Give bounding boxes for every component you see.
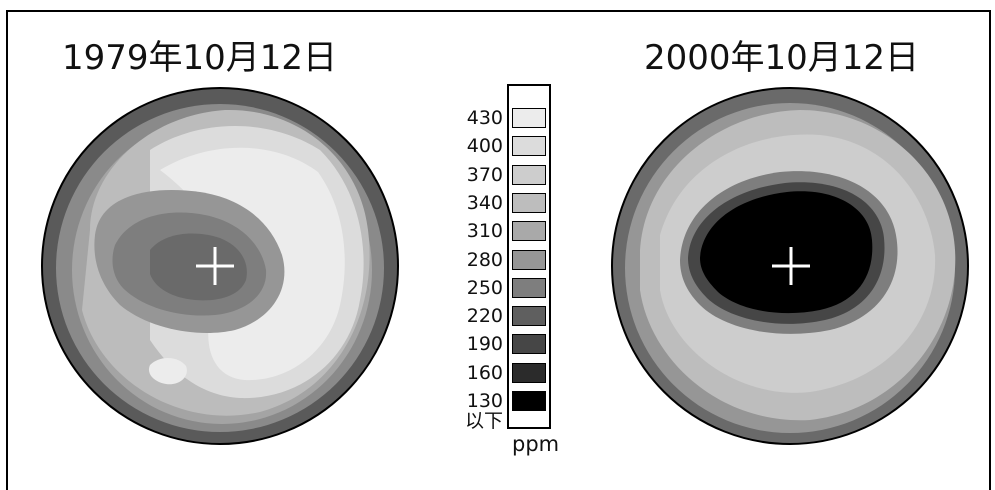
legend-label-280: 280 [466, 248, 503, 271]
legend-swatch-430 [512, 108, 546, 128]
legend-swatch-250 [512, 277, 546, 298]
legend-box [507, 84, 551, 429]
legend-label-340: 340 [466, 191, 503, 214]
legend-swatch-370 [512, 164, 546, 185]
legend-swatch-160 [512, 362, 546, 383]
legend-unit: ppm [512, 432, 560, 456]
legend-swatch-280 [512, 249, 546, 270]
legend-swatch-190 [512, 334, 546, 355]
legend-label-310: 310 [466, 220, 503, 243]
legend-label-220: 220 [466, 305, 503, 328]
legend-label-130: 130 [466, 390, 503, 412]
legend-label-400: 400 [466, 135, 503, 158]
legend-swatch-400 [512, 136, 546, 157]
legend-swatch-130 [512, 391, 546, 411]
map-title-2000: 2000年10月12日 [644, 38, 920, 78]
legend-label-430: 430 [466, 107, 503, 129]
legend-label-160: 160 [466, 361, 503, 384]
legend-below-label: 以下 [464, 410, 503, 432]
map-title-1979: 1979年10月12日 [62, 38, 338, 78]
legend-swatch-340 [512, 192, 546, 213]
legend-label-250: 250 [466, 276, 503, 299]
legend-swatch-220 [512, 306, 546, 327]
legend-label-370: 370 [466, 163, 503, 186]
figure-frame [6, 10, 991, 490]
legend-label-190: 190 [466, 333, 503, 356]
ozone-map-1979 [41, 87, 399, 445]
ozone-map-2000 [611, 87, 969, 445]
legend-swatch-310 [512, 221, 546, 242]
